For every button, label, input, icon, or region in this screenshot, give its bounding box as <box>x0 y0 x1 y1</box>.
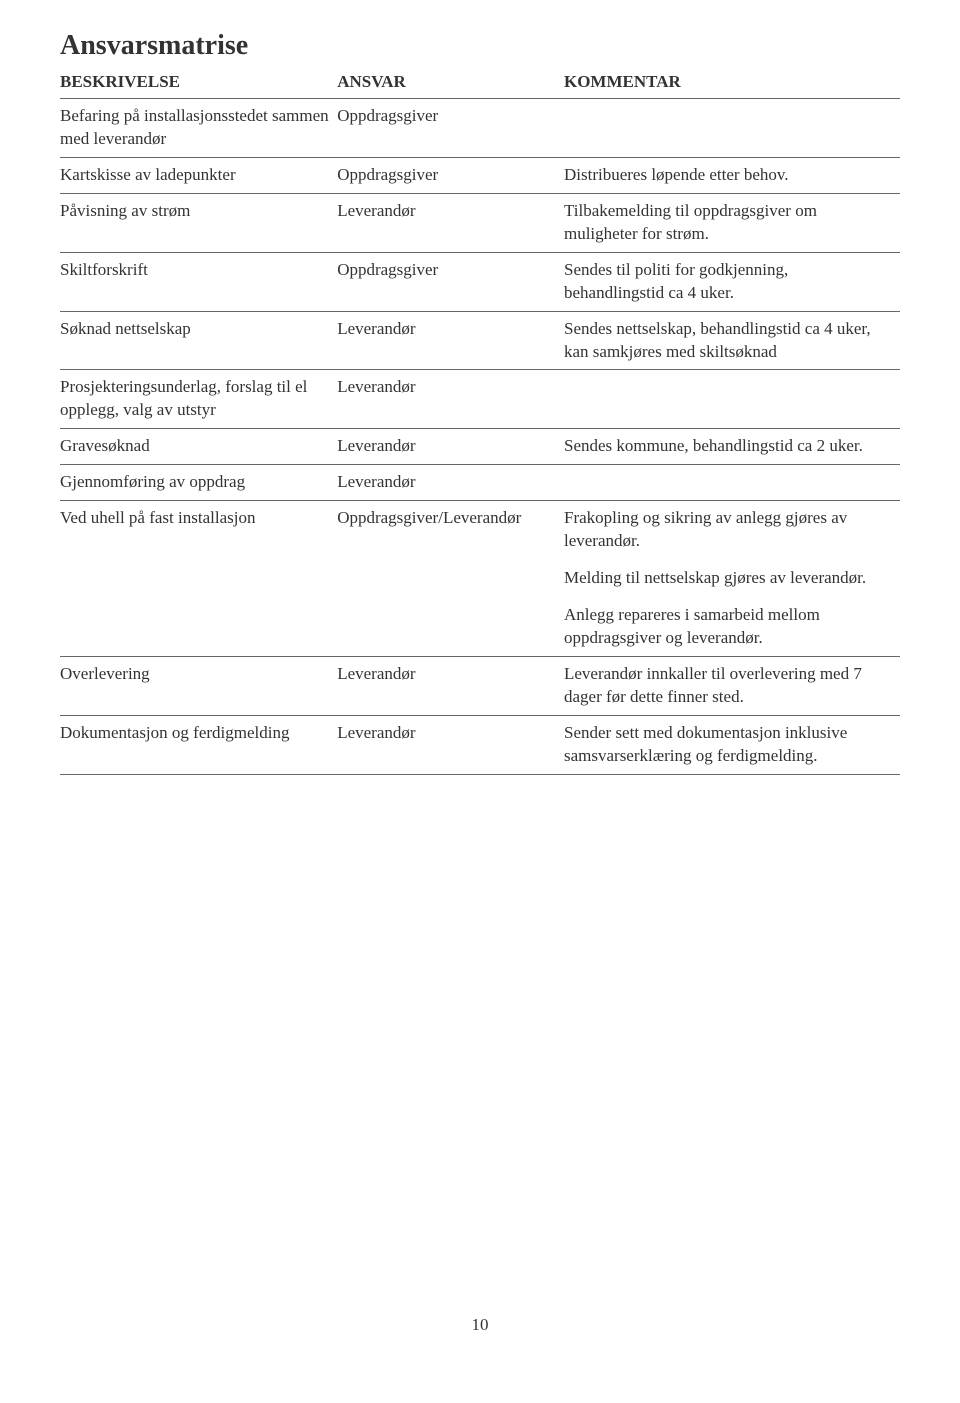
cell-beskrivelse: Skiltforskrift <box>60 252 337 311</box>
page-title: Ansvarsmatrise <box>60 30 900 62</box>
cell-beskrivelse: Befaring på installasjonsstedet sammen m… <box>60 99 337 158</box>
table-row: Påvisning av strøm Leverandør Tilbakemel… <box>60 193 900 252</box>
header-beskrivelse: BESKRIVELSE <box>60 68 337 99</box>
cell-ansvar: Leverandør <box>337 465 564 501</box>
cell-beskrivelse: Søknad nettselskap <box>60 311 337 370</box>
table-row: Skiltforskrift Oppdragsgiver Sendes til … <box>60 252 900 311</box>
cell-kommentar: Sendes til politi for godkjenning, behan… <box>564 252 900 311</box>
cell-ansvar: Oppdragsgiver <box>337 252 564 311</box>
document-page: Ansvarsmatrise BESKRIVELSE ANSVAR KOMMEN… <box>0 0 960 1375</box>
cell-kommentar: Sender sett med dokumentasjon inklusive … <box>564 715 900 774</box>
cell-ansvar: Leverandør <box>337 429 564 465</box>
cell-beskrivelse: Overlevering <box>60 656 337 715</box>
kommentar-part: Anlegg repareres i samarbeid mellom oppd… <box>564 604 892 650</box>
cell-ansvar: Oppdragsgiver <box>337 157 564 193</box>
cell-kommentar <box>564 99 900 158</box>
header-ansvar: ANSVAR <box>337 68 564 99</box>
table-row: Søknad nettselskap Leverandør Sendes net… <box>60 311 900 370</box>
kommentar-part: Frakopling og sikring av anlegg gjøres a… <box>564 507 892 553</box>
cell-kommentar <box>564 370 900 429</box>
cell-ansvar: Leverandør <box>337 656 564 715</box>
kommentar-part: Melding til nettselskap gjøres av levera… <box>564 567 892 590</box>
cell-kommentar: Sendes kommune, behandlingstid ca 2 uker… <box>564 429 900 465</box>
cell-kommentar: Distribueres løpende etter behov. <box>564 157 900 193</box>
cell-beskrivelse: Dokumentasjon og ferdigmelding <box>60 715 337 774</box>
cell-beskrivelse: Gravesøknad <box>60 429 337 465</box>
table-row: Prosjekteringsunderlag, forslag til el o… <box>60 370 900 429</box>
table-row: Overlevering Leverandør Leverandør innka… <box>60 656 900 715</box>
cell-beskrivelse: Påvisning av strøm <box>60 193 337 252</box>
cell-kommentar <box>564 465 900 501</box>
table-row: Kartskisse av ladepunkter Oppdragsgiver … <box>60 157 900 193</box>
table-row: Dokumentasjon og ferdigmelding Leverandø… <box>60 715 900 774</box>
table-row: Gjennomføring av oppdrag Leverandør <box>60 465 900 501</box>
table-header-row: BESKRIVELSE ANSVAR KOMMENTAR <box>60 68 900 99</box>
table-row: Befaring på installasjonsstedet sammen m… <box>60 99 900 158</box>
responsibility-table: BESKRIVELSE ANSVAR KOMMENTAR Befaring på… <box>60 68 900 775</box>
cell-beskrivelse: Prosjekteringsunderlag, forslag til el o… <box>60 370 337 429</box>
cell-ansvar: Leverandør <box>337 370 564 429</box>
cell-ansvar: Oppdragsgiver/Leverandør <box>337 501 564 657</box>
table-row: Gravesøknad Leverandør Sendes kommune, b… <box>60 429 900 465</box>
cell-ansvar: Leverandør <box>337 193 564 252</box>
cell-beskrivelse: Gjennomføring av oppdrag <box>60 465 337 501</box>
cell-kommentar: Leverandør innkaller til overlevering me… <box>564 656 900 715</box>
cell-ansvar: Leverandør <box>337 715 564 774</box>
cell-beskrivelse: Kartskisse av ladepunkter <box>60 157 337 193</box>
cell-kommentar: Frakopling og sikring av anlegg gjøres a… <box>564 501 900 657</box>
cell-ansvar: Oppdragsgiver <box>337 99 564 158</box>
cell-kommentar: Tilbakemelding til oppdragsgiver om muli… <box>564 193 900 252</box>
cell-ansvar: Leverandør <box>337 311 564 370</box>
table-row: Ved uhell på fast installasjon Oppdragsg… <box>60 501 900 657</box>
cell-kommentar: Sendes nettselskap, behandlingstid ca 4 … <box>564 311 900 370</box>
header-kommentar: KOMMENTAR <box>564 68 900 99</box>
cell-beskrivelse: Ved uhell på fast installasjon <box>60 501 337 657</box>
page-number: 10 <box>60 1315 900 1335</box>
